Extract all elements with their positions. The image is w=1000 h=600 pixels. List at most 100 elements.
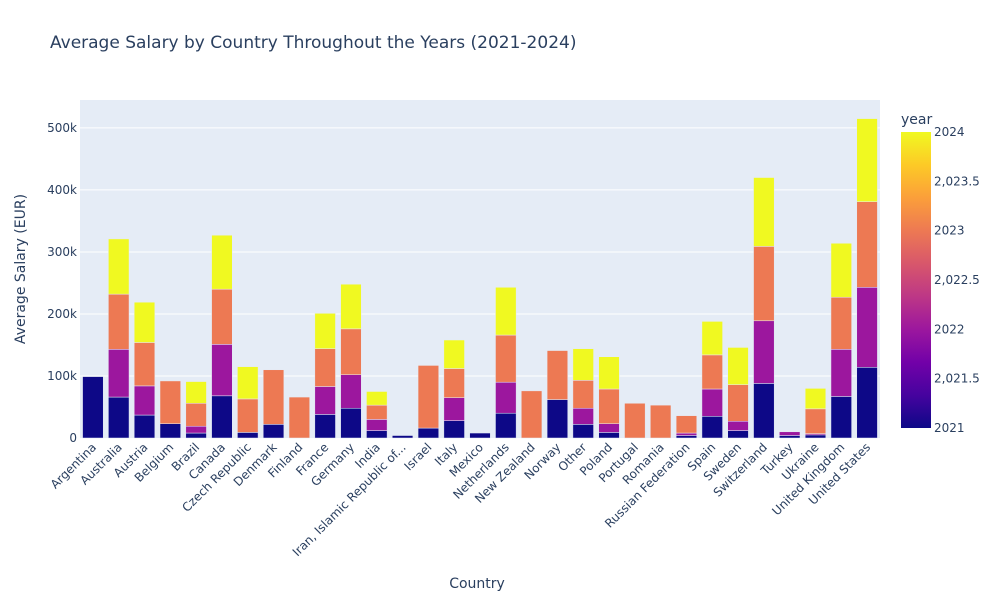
bar-2023 — [417, 365, 439, 429]
bar-2023 — [856, 201, 878, 288]
bar-2022 — [727, 421, 749, 431]
bar-2023 — [598, 388, 620, 424]
bar-2024 — [727, 347, 749, 385]
x-tick-label: Israel — [401, 440, 434, 473]
bar-2023 — [185, 403, 207, 427]
y-tick-label: 400k — [47, 183, 77, 197]
bar-2023 — [521, 390, 543, 439]
bar-2021 — [856, 367, 878, 439]
y-tick-label: 500k — [47, 121, 77, 135]
bar-2022 — [753, 320, 775, 384]
y-tick-label: 0 — [69, 431, 77, 445]
bar-2024 — [495, 287, 517, 336]
y-tick-label: 300k — [47, 245, 77, 259]
bar-2021 — [443, 420, 465, 439]
bar-2021 — [572, 424, 594, 439]
y-tick-labels: 0 100k 200k 300k 400k 500k — [47, 121, 77, 445]
y-tick-label: 100k — [47, 369, 77, 383]
bar-2024 — [830, 243, 852, 298]
bar-2024 — [572, 348, 594, 381]
bar-2023 — [340, 328, 362, 375]
bar-2024 — [598, 356, 620, 390]
bar-2021 — [495, 412, 517, 439]
bar-2023 — [133, 342, 156, 387]
bar-2022 — [366, 419, 388, 431]
bar-2022 — [830, 349, 852, 397]
bar-2023 — [753, 246, 775, 322]
bar-2024 — [443, 339, 465, 369]
colorbar: year 2021 2,021.5 2022 2,022.5 2023 2,023.5 20… — [901, 112, 980, 435]
colorbar-tick-label: 2,021.5 — [934, 372, 980, 386]
bar-2022 — [856, 287, 878, 368]
bar-2023 — [727, 384, 749, 422]
bar-2023 — [701, 354, 723, 390]
bar-2021 — [701, 416, 723, 439]
bar-2022 — [133, 385, 156, 416]
y-axis-title: Average Salary (EUR) — [13, 194, 29, 344]
y-tick-label: 200k — [47, 307, 77, 321]
bar-2024 — [108, 238, 130, 295]
bar-2023 — [211, 288, 233, 345]
bar-2021 — [598, 432, 620, 439]
colorbar-tick-label: 2021 — [934, 421, 965, 435]
bar-2022 — [340, 374, 362, 409]
bar-2024 — [856, 118, 878, 202]
bar-2023 — [108, 293, 130, 350]
bar-2022 — [701, 388, 723, 417]
bar-2022 — [598, 423, 620, 433]
bar-2021 — [675, 435, 698, 439]
bar-2023 — [237, 398, 259, 433]
bar-2023 — [650, 404, 672, 439]
bar-2021 — [211, 395, 233, 439]
bar-2024 — [237, 366, 259, 400]
bar-2022 — [572, 407, 594, 425]
bar-2021 — [779, 435, 801, 439]
bar-2024 — [185, 381, 207, 404]
bar-2021 — [830, 396, 852, 439]
bar-2021 — [804, 434, 827, 439]
bar-2022 — [495, 381, 517, 414]
bar-2021 — [417, 427, 439, 439]
bar-2024 — [366, 391, 388, 406]
bar-2021 — [753, 383, 775, 439]
bars — [82, 118, 878, 439]
bar-2023 — [675, 415, 698, 434]
bar-2024 — [314, 313, 336, 349]
bar-2023 — [804, 408, 827, 434]
bar-2024 — [133, 301, 156, 343]
bar-2021 — [727, 430, 749, 439]
bar-2021 — [185, 432, 207, 439]
bar-2023 — [443, 368, 465, 398]
bar-2021 — [159, 423, 181, 439]
colorbar-title: year — [901, 112, 932, 128]
bar-2022 — [314, 386, 336, 415]
colorbar-tick-label: 2,022.5 — [934, 273, 980, 287]
bar-2023 — [572, 380, 594, 409]
bar-2022 — [185, 425, 207, 434]
bar-2022 — [108, 349, 130, 398]
bar-2021 — [133, 414, 156, 439]
bar-2023 — [262, 369, 285, 425]
bar-2022 — [675, 432, 698, 436]
bar-2024 — [340, 283, 362, 330]
bar-2023 — [159, 380, 181, 424]
bar-2021 — [82, 376, 104, 439]
bar-2024 — [211, 234, 233, 290]
bar-2022 — [779, 431, 801, 436]
bar-2023 — [546, 350, 568, 400]
bar-2021 — [108, 396, 130, 439]
x-tick-labels: ArgentinaAustraliaAustriaBelgiumBrazilCa… — [48, 440, 873, 559]
x-axis-title: Country — [449, 576, 505, 592]
bar-2023 — [366, 404, 388, 420]
bar-2024 — [701, 321, 723, 356]
colorbar-gradient — [901, 132, 931, 428]
colorbar-tick-label: 2,023.5 — [934, 174, 980, 188]
bar-2023 — [830, 296, 852, 350]
bar-2022 — [443, 397, 465, 421]
bar-2022 — [211, 344, 233, 397]
bar-2023 — [495, 334, 517, 383]
bar-2023 — [288, 396, 310, 439]
bar-2023 — [314, 348, 336, 387]
bar-2021 — [314, 414, 336, 439]
